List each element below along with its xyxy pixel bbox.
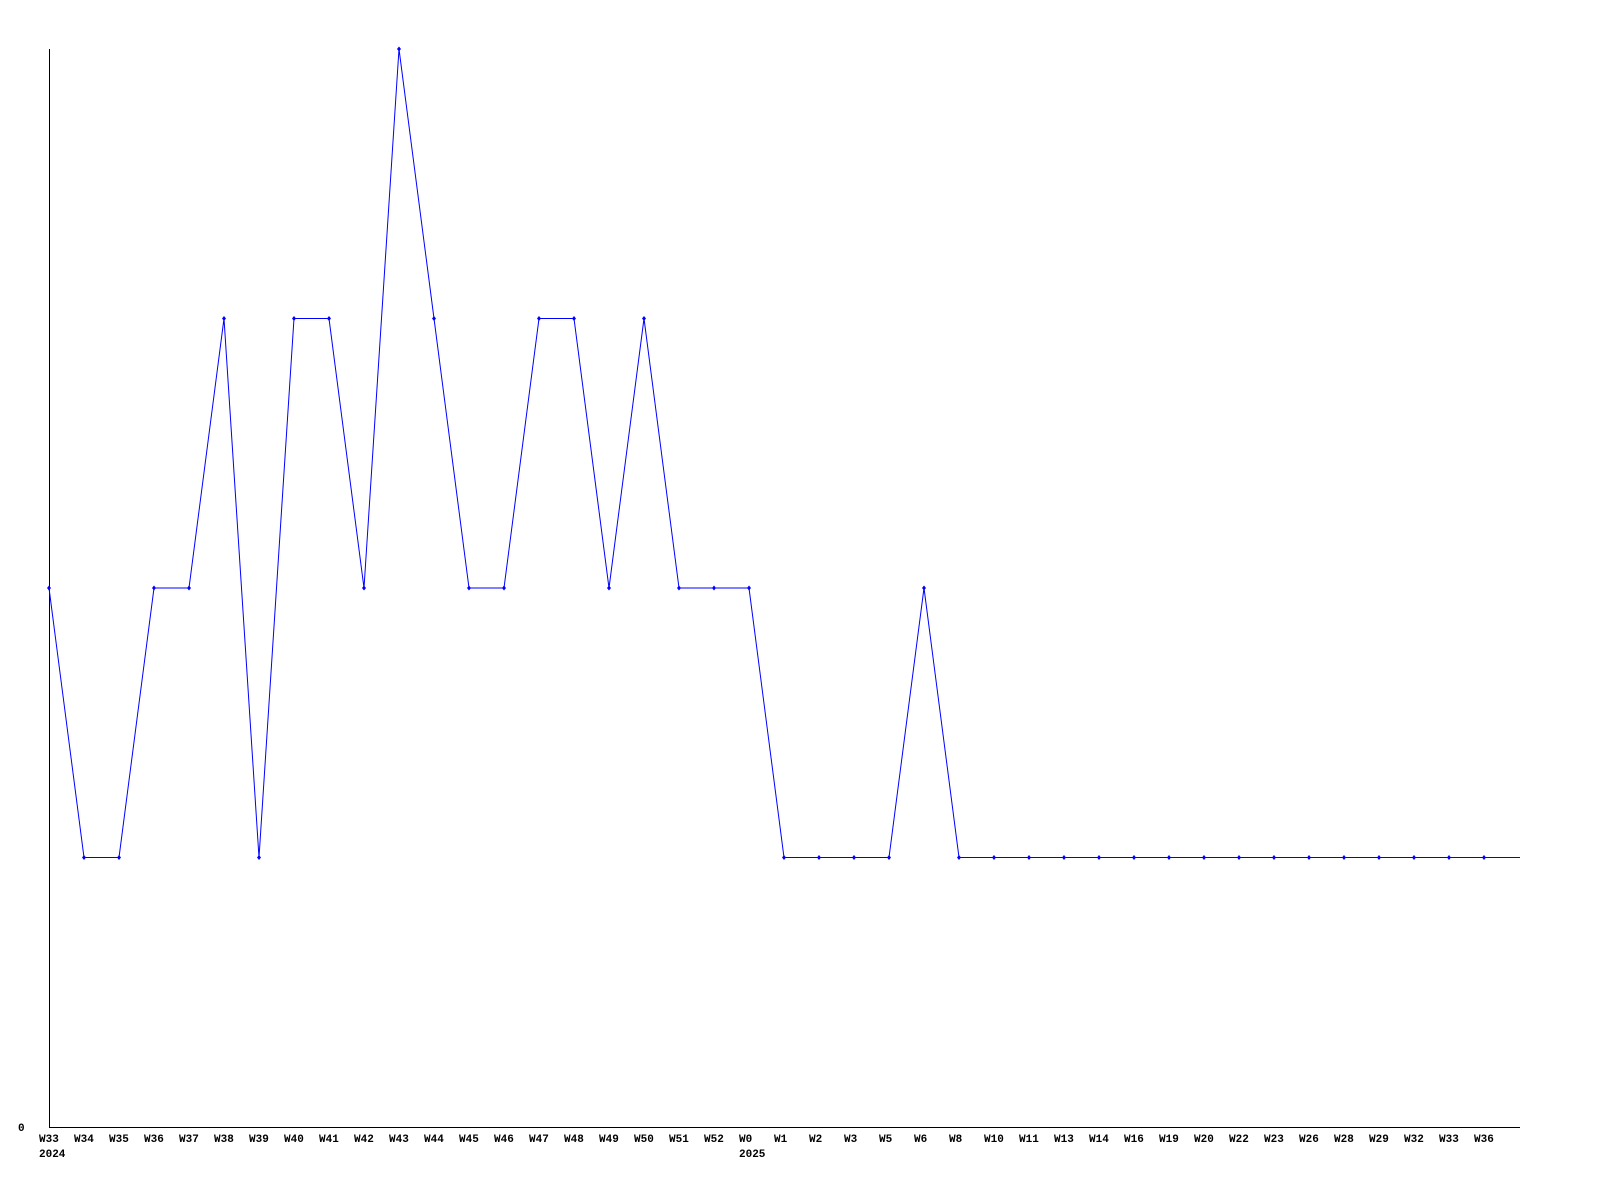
data-point bbox=[152, 585, 156, 591]
x-tick-label: W44 bbox=[424, 1134, 444, 1146]
data-point bbox=[467, 585, 471, 591]
data-point bbox=[572, 316, 576, 321]
data-point bbox=[1097, 855, 1101, 860]
data-point bbox=[1167, 855, 1171, 860]
data-point bbox=[292, 316, 296, 321]
data-point bbox=[887, 855, 891, 860]
data-point bbox=[187, 585, 191, 591]
x-tick-label: W3 bbox=[844, 1134, 858, 1146]
x-tick-label: W1 bbox=[774, 1134, 788, 1146]
x-tick-label: W26 bbox=[1299, 1134, 1319, 1146]
x-tick-label: W36 bbox=[1474, 1134, 1494, 1146]
x-tick-label: W43 bbox=[389, 1134, 409, 1146]
data-point bbox=[922, 585, 926, 591]
data-point bbox=[117, 855, 121, 860]
data-point bbox=[607, 585, 611, 591]
x-tick-label: W34 bbox=[74, 1134, 94, 1146]
data-point bbox=[957, 855, 961, 860]
x-tick-label: W16 bbox=[1124, 1134, 1144, 1146]
x-tick-label: W5 bbox=[879, 1134, 893, 1146]
data-point bbox=[82, 855, 86, 860]
x-tick-label: W23 bbox=[1264, 1134, 1284, 1146]
x-tick-label: W48 bbox=[564, 1134, 584, 1146]
data-point bbox=[1132, 855, 1136, 860]
x-tick-label: W49 bbox=[599, 1134, 619, 1146]
x-tick-label: W32 bbox=[1404, 1134, 1424, 1146]
x-tick-label: W10 bbox=[984, 1134, 1004, 1146]
x-tick-label: W50 bbox=[634, 1134, 654, 1146]
data-point bbox=[817, 855, 821, 860]
x-tick-label: W35 bbox=[109, 1134, 129, 1146]
data-point bbox=[537, 316, 541, 321]
data-point bbox=[432, 316, 436, 321]
data-point bbox=[257, 855, 261, 860]
x-year-label: 2025 bbox=[739, 1149, 766, 1161]
x-tick-label: W39 bbox=[249, 1134, 269, 1146]
x-tick-label: W28 bbox=[1334, 1134, 1354, 1146]
x-tick-label: W20 bbox=[1194, 1134, 1214, 1146]
data-point bbox=[362, 585, 366, 591]
x-tick-label: W36 bbox=[144, 1134, 164, 1146]
series-line bbox=[48, 48, 1520, 858]
data-point bbox=[47, 585, 51, 591]
x-tick-label: W14 bbox=[1089, 1134, 1109, 1146]
data-point bbox=[1412, 855, 1416, 860]
data-point bbox=[327, 316, 331, 321]
x-tick-label: W13 bbox=[1054, 1134, 1074, 1146]
x-tick-label: W33 bbox=[1439, 1134, 1459, 1146]
x-tick-label: W2 bbox=[809, 1134, 822, 1146]
x-year-label: 2024 bbox=[39, 1149, 66, 1161]
data-point bbox=[712, 585, 716, 591]
x-tick-label: W41 bbox=[319, 1134, 339, 1146]
x-tick-label: W42 bbox=[354, 1134, 374, 1146]
data-point bbox=[642, 316, 646, 321]
data-point bbox=[852, 855, 856, 860]
data-point bbox=[1342, 855, 1346, 860]
x-tick-label: W46 bbox=[494, 1134, 514, 1146]
data-point bbox=[1062, 855, 1066, 860]
x-tick-label: W0 bbox=[739, 1134, 752, 1146]
data-point bbox=[747, 585, 751, 591]
data-point bbox=[1272, 855, 1276, 860]
x-tick-label: W40 bbox=[284, 1134, 304, 1146]
data-point bbox=[1307, 855, 1311, 860]
data-point bbox=[397, 46, 401, 52]
x-tick-label: W47 bbox=[529, 1134, 549, 1146]
data-point bbox=[1027, 855, 1031, 860]
data-point bbox=[1237, 855, 1241, 860]
x-tick-label: W52 bbox=[704, 1134, 724, 1146]
x-tick-label: W22 bbox=[1229, 1134, 1249, 1146]
data-point bbox=[1202, 855, 1206, 860]
x-tick-label: W6 bbox=[914, 1134, 927, 1146]
x-tick-label: W11 bbox=[1019, 1134, 1039, 1146]
data-point bbox=[677, 585, 681, 591]
data-point bbox=[222, 316, 226, 321]
x-tick-label: W37 bbox=[179, 1134, 199, 1146]
data-point bbox=[1377, 855, 1381, 860]
x-tick-label: W51 bbox=[669, 1134, 689, 1146]
data-point bbox=[502, 585, 506, 591]
data-point bbox=[1447, 855, 1451, 860]
x-tick-label: W45 bbox=[459, 1134, 479, 1146]
x-tick-label: W29 bbox=[1369, 1134, 1389, 1146]
data-point bbox=[1482, 855, 1486, 860]
x-tick-label: W33 bbox=[39, 1134, 59, 1146]
x-tick-label: W8 bbox=[949, 1134, 963, 1146]
data-point bbox=[992, 855, 996, 860]
x-tick-label: W19 bbox=[1159, 1134, 1179, 1146]
x-tick-label: W38 bbox=[214, 1134, 234, 1146]
y-tick-label-0: 0 bbox=[18, 1123, 25, 1135]
data-point bbox=[782, 855, 786, 860]
